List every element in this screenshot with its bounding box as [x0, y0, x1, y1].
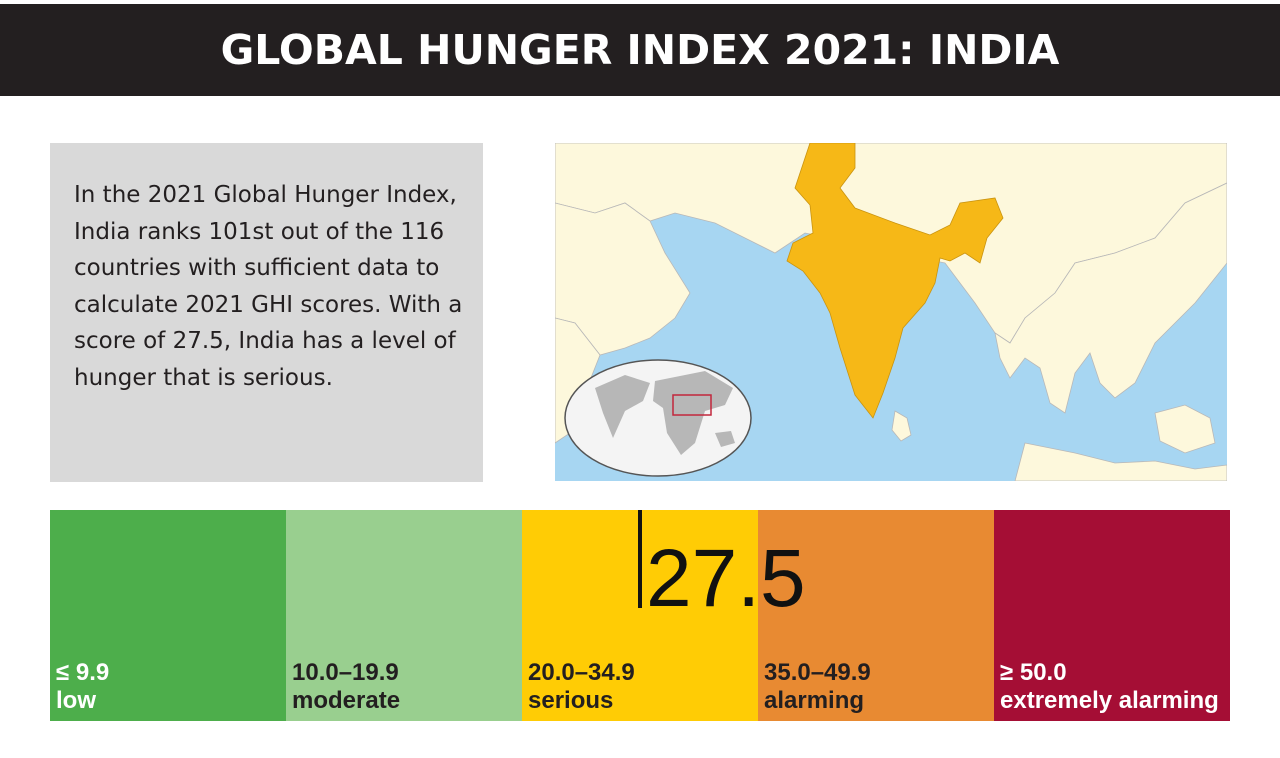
globe-locator — [564, 359, 752, 477]
score-value-label: 27.5 — [646, 533, 806, 624]
globe-india-marker — [672, 394, 712, 416]
globe-land — [595, 371, 735, 455]
band-extremely-alarming — [994, 510, 1230, 721]
southeast-asia-landmass — [994, 182, 1227, 414]
band-category-label: extremely alarming — [1000, 687, 1219, 714]
band-category-label: moderate — [292, 687, 400, 714]
band-category-label: low — [56, 687, 96, 714]
band-range-label: 10.0–19.9 — [292, 659, 399, 686]
india-map — [555, 143, 1227, 481]
page-title: GLOBAL HUNGER INDEX 2021: INDIA — [220, 26, 1060, 74]
band-category-label: alarming — [764, 687, 864, 714]
borneo-landmass — [1154, 404, 1216, 454]
india-highlight — [786, 143, 1004, 419]
sri-lanka-landmass — [891, 410, 912, 442]
indonesia-landmass — [1014, 442, 1227, 481]
ghi-severity-scale: ≤ 9.9 low 10.0–19.9 moderate 20.0–34.9 seriou… — [50, 510, 1230, 721]
band-category-label: serious — [528, 687, 613, 714]
band-range-label: 35.0–49.9 — [764, 659, 871, 686]
band-alarming — [758, 510, 995, 721]
map-svg — [555, 143, 1227, 481]
band-low — [50, 510, 287, 721]
title-banner: GLOBAL HUNGER INDEX 2021: INDIA — [0, 4, 1280, 96]
summary-text: In the 2021 Global Hunger Index, India r… — [74, 182, 463, 391]
band-moderate — [286, 510, 523, 721]
summary-box: In the 2021 Global Hunger Index, India r… — [50, 143, 483, 482]
band-range-label: 20.0–34.9 — [528, 659, 635, 686]
band-range-label: ≥ 50.0 — [1000, 659, 1067, 686]
band-range-label: ≤ 9.9 — [56, 659, 109, 686]
